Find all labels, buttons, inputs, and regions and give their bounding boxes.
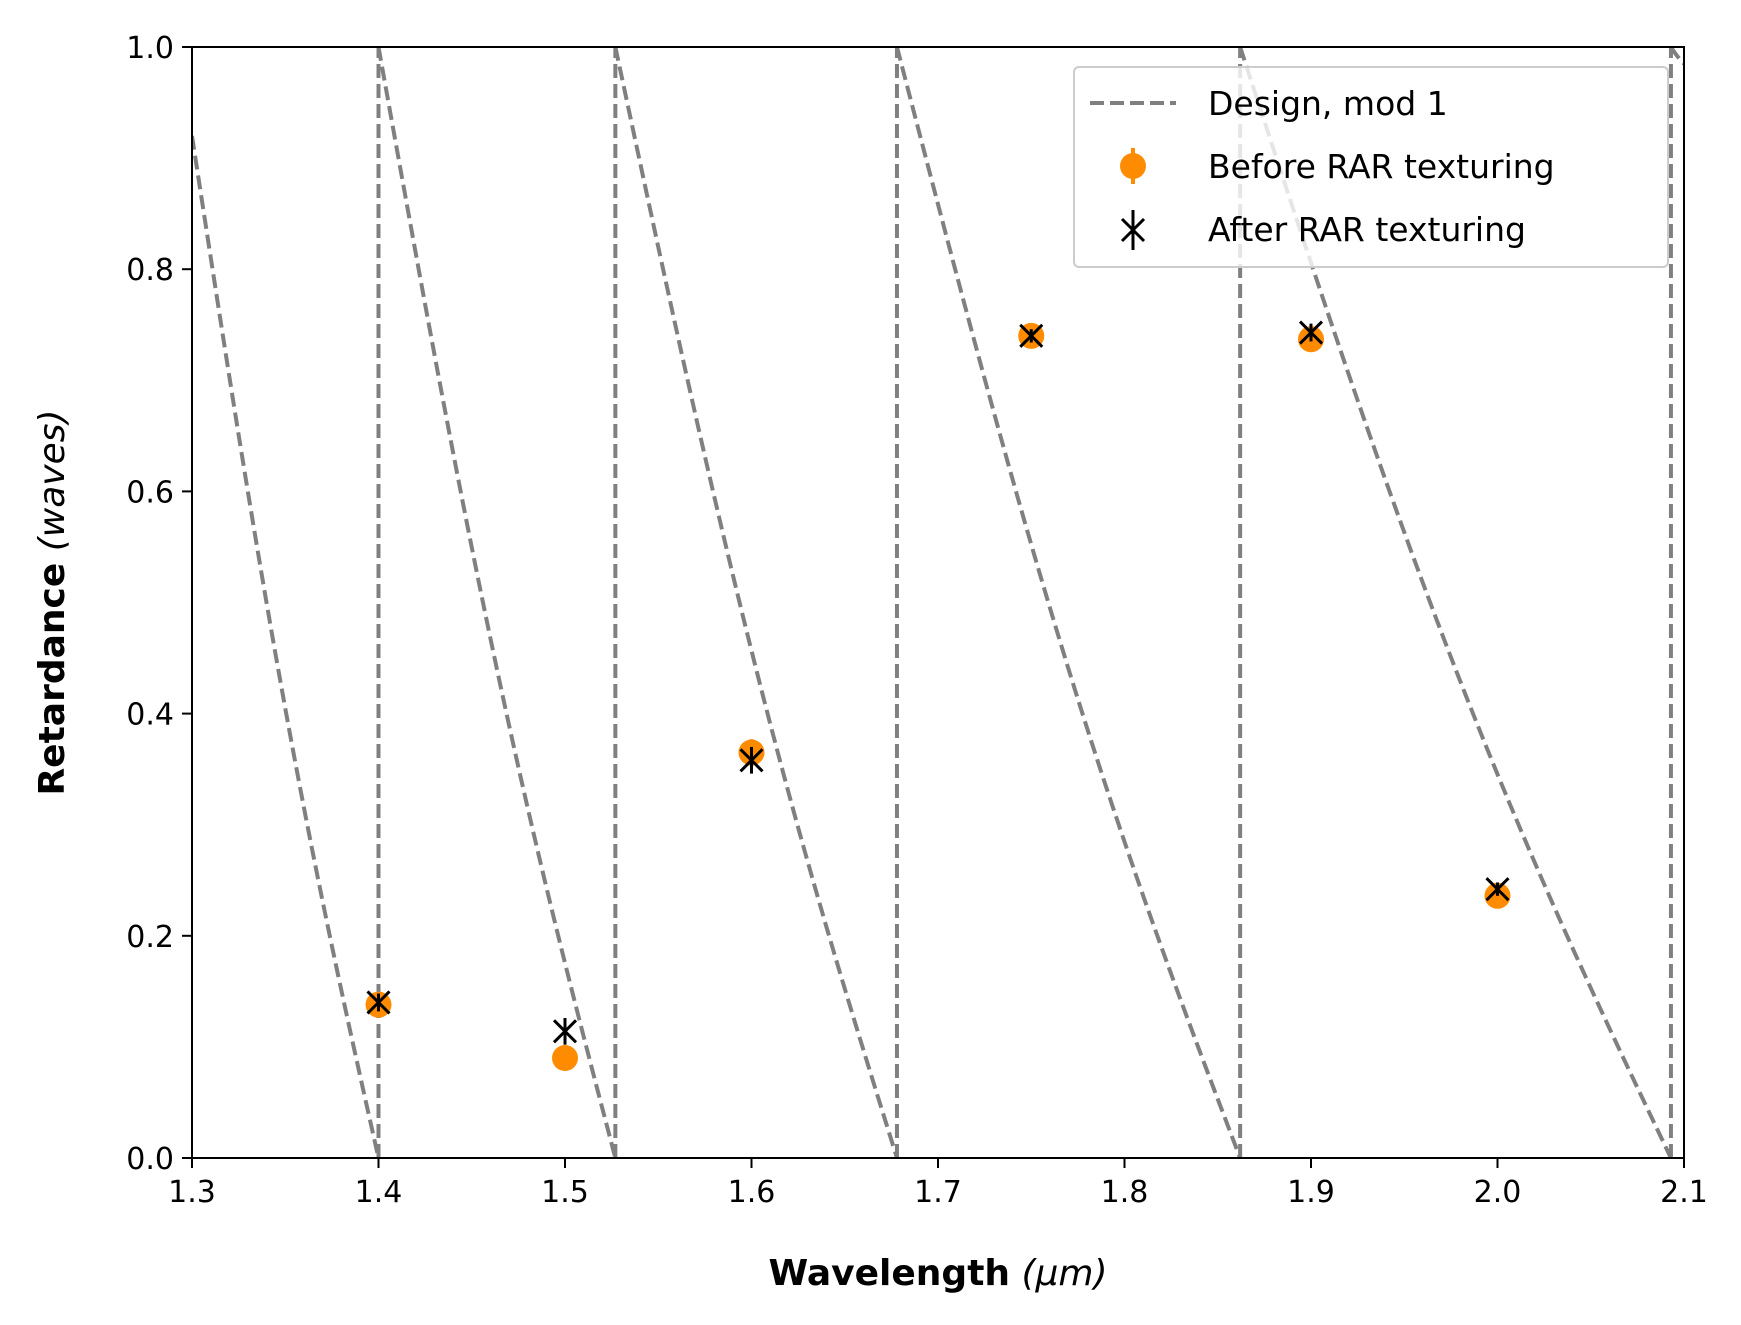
design-segment xyxy=(613,47,899,1158)
y-axis-label: Retardance (waves) xyxy=(32,409,73,795)
design-segment xyxy=(192,135,381,1158)
legend-before-swatch xyxy=(1120,148,1146,184)
x-tick-label: 1.7 xyxy=(914,1175,962,1210)
x-axis-ticks: 1.3 1.4 1.5 1.6 1.7 1.8 1.9 2.0 2.1 xyxy=(168,1158,1708,1210)
x-tick-label: 1.5 xyxy=(541,1175,589,1210)
design-segment xyxy=(895,47,1242,1158)
legend-box xyxy=(1073,66,1669,268)
x-tick-label: 1.8 xyxy=(1101,1175,1149,1210)
legend-label-before: Before RAR texturing xyxy=(1208,147,1555,186)
x-axis-label: Wavelength (μm) xyxy=(768,1253,1107,1294)
x-tick-label: 1.6 xyxy=(728,1175,776,1210)
y-tick-label: 0.8 xyxy=(126,253,174,288)
data-markers xyxy=(365,320,1511,1072)
x-tick-label: 1.3 xyxy=(168,1175,216,1210)
x-tick-label: 1.4 xyxy=(355,1175,403,1210)
x-tick-label: 2.1 xyxy=(1660,1175,1708,1210)
x-axis-label-main: Wavelength xyxy=(768,1253,1010,1294)
y-tick-label: 0.0 xyxy=(126,1142,174,1177)
y-tick-label: 1.0 xyxy=(126,31,174,66)
y-axis-label-unit: (waves) xyxy=(32,409,73,551)
legend-label-after: After RAR texturing xyxy=(1208,210,1526,249)
after-point xyxy=(366,990,391,1015)
after-point xyxy=(552,1019,578,1044)
x-tick-label: 1.9 xyxy=(1287,1175,1335,1210)
y-tick-label: 0.2 xyxy=(126,920,174,955)
x-tick-label: 2.0 xyxy=(1474,1175,1522,1210)
y-tick-label: 0.4 xyxy=(126,698,174,733)
y-axis-ticks: 0.0 0.2 0.4 0.6 0.8 1.0 xyxy=(126,31,192,1177)
y-tick-label: 0.6 xyxy=(126,475,174,510)
before-point xyxy=(552,1045,578,1072)
after-point xyxy=(1019,323,1044,348)
x-axis-label-unit: (μm) xyxy=(1021,1253,1107,1294)
after-point xyxy=(739,748,764,773)
legend-label-design: Design, mod 1 xyxy=(1208,84,1448,123)
after-point xyxy=(1485,877,1510,902)
legend: Design, mod 1 Before RAR texturing After… xyxy=(1073,66,1669,268)
after-point xyxy=(1298,320,1324,345)
legend-after-swatch xyxy=(1120,210,1146,250)
design-segment xyxy=(376,47,618,1158)
y-axis-label-main: Retardance xyxy=(32,563,73,796)
design-segment xyxy=(1669,47,1684,66)
